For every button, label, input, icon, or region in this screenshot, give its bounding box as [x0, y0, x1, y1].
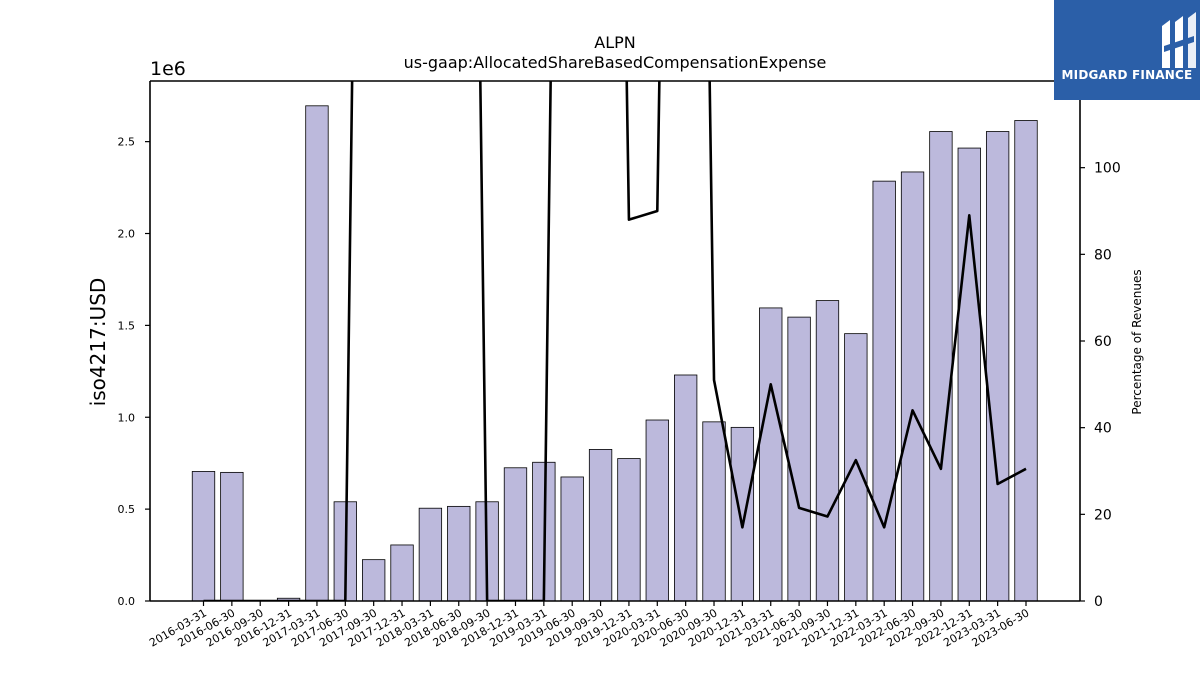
bar — [815, 300, 840, 602]
logo-mark-icon — [1162, 12, 1196, 68]
bar — [418, 507, 443, 602]
y-right-tick-label: 60 — [1094, 334, 1112, 350]
bar — [390, 544, 414, 602]
y-right-tick-label: 100 — [1094, 161, 1121, 177]
y-right-tick-label: 0 — [1094, 594, 1103, 610]
y-right-tick-label: 40 — [1094, 421, 1112, 437]
logo-text: MIDGARD FINANCE — [1061, 68, 1193, 82]
bar — [588, 449, 613, 602]
chart-title: ALPN — [594, 33, 635, 52]
bar-series — [191, 105, 1038, 602]
y-axis-right-label: Percentage of Revenues — [1130, 269, 1144, 414]
y-axis-ticks: 0.0 0.5 1.0 1.5 2.0 2.5 — [118, 136, 150, 608]
y-tick-label: 2.5 — [118, 136, 136, 149]
bar — [447, 505, 471, 602]
y-axis-offset-label: 1e6 — [150, 58, 186, 80]
bar — [759, 307, 783, 602]
brand-logo: MIDGARD FINANCE — [1054, 0, 1200, 100]
bar — [305, 105, 329, 602]
bar — [929, 131, 953, 602]
bar — [730, 426, 755, 602]
bar — [844, 333, 868, 602]
bar — [645, 419, 669, 602]
y-axis-label: iso4217:USD — [86, 278, 110, 407]
bar — [1014, 120, 1038, 602]
bar — [191, 471, 216, 602]
bar — [900, 171, 925, 602]
y-tick-label: 0.0 — [118, 595, 136, 608]
y-axis-right-ticks: 0 20 40 60 80 100 — [1080, 161, 1121, 610]
bar — [787, 316, 811, 602]
y-tick-label: 1.5 — [118, 319, 136, 332]
y-tick-label: 1.0 — [118, 411, 136, 424]
bar — [674, 374, 698, 602]
bar — [362, 559, 386, 602]
bar — [872, 180, 896, 602]
y-right-tick-label: 20 — [1094, 507, 1112, 523]
percentage-line-series — [203, 81, 1027, 601]
bar — [985, 131, 1010, 602]
bar — [503, 467, 528, 602]
x-axis-ticks: 2016-03-312016-06-302016-09-302016-12-31… — [147, 601, 1032, 650]
y-tick-label: 0.5 — [118, 503, 136, 516]
bar — [560, 476, 584, 602]
y-tick-label: 2.0 — [118, 228, 136, 241]
y-right-tick-label: 80 — [1094, 247, 1112, 263]
chart-subtitle: us-gaap:AllocatedShareBasedCompensationE… — [404, 53, 827, 72]
line-series-path — [203, 81, 1027, 601]
bar — [617, 458, 641, 602]
bar — [702, 421, 726, 602]
bar — [220, 471, 244, 602]
